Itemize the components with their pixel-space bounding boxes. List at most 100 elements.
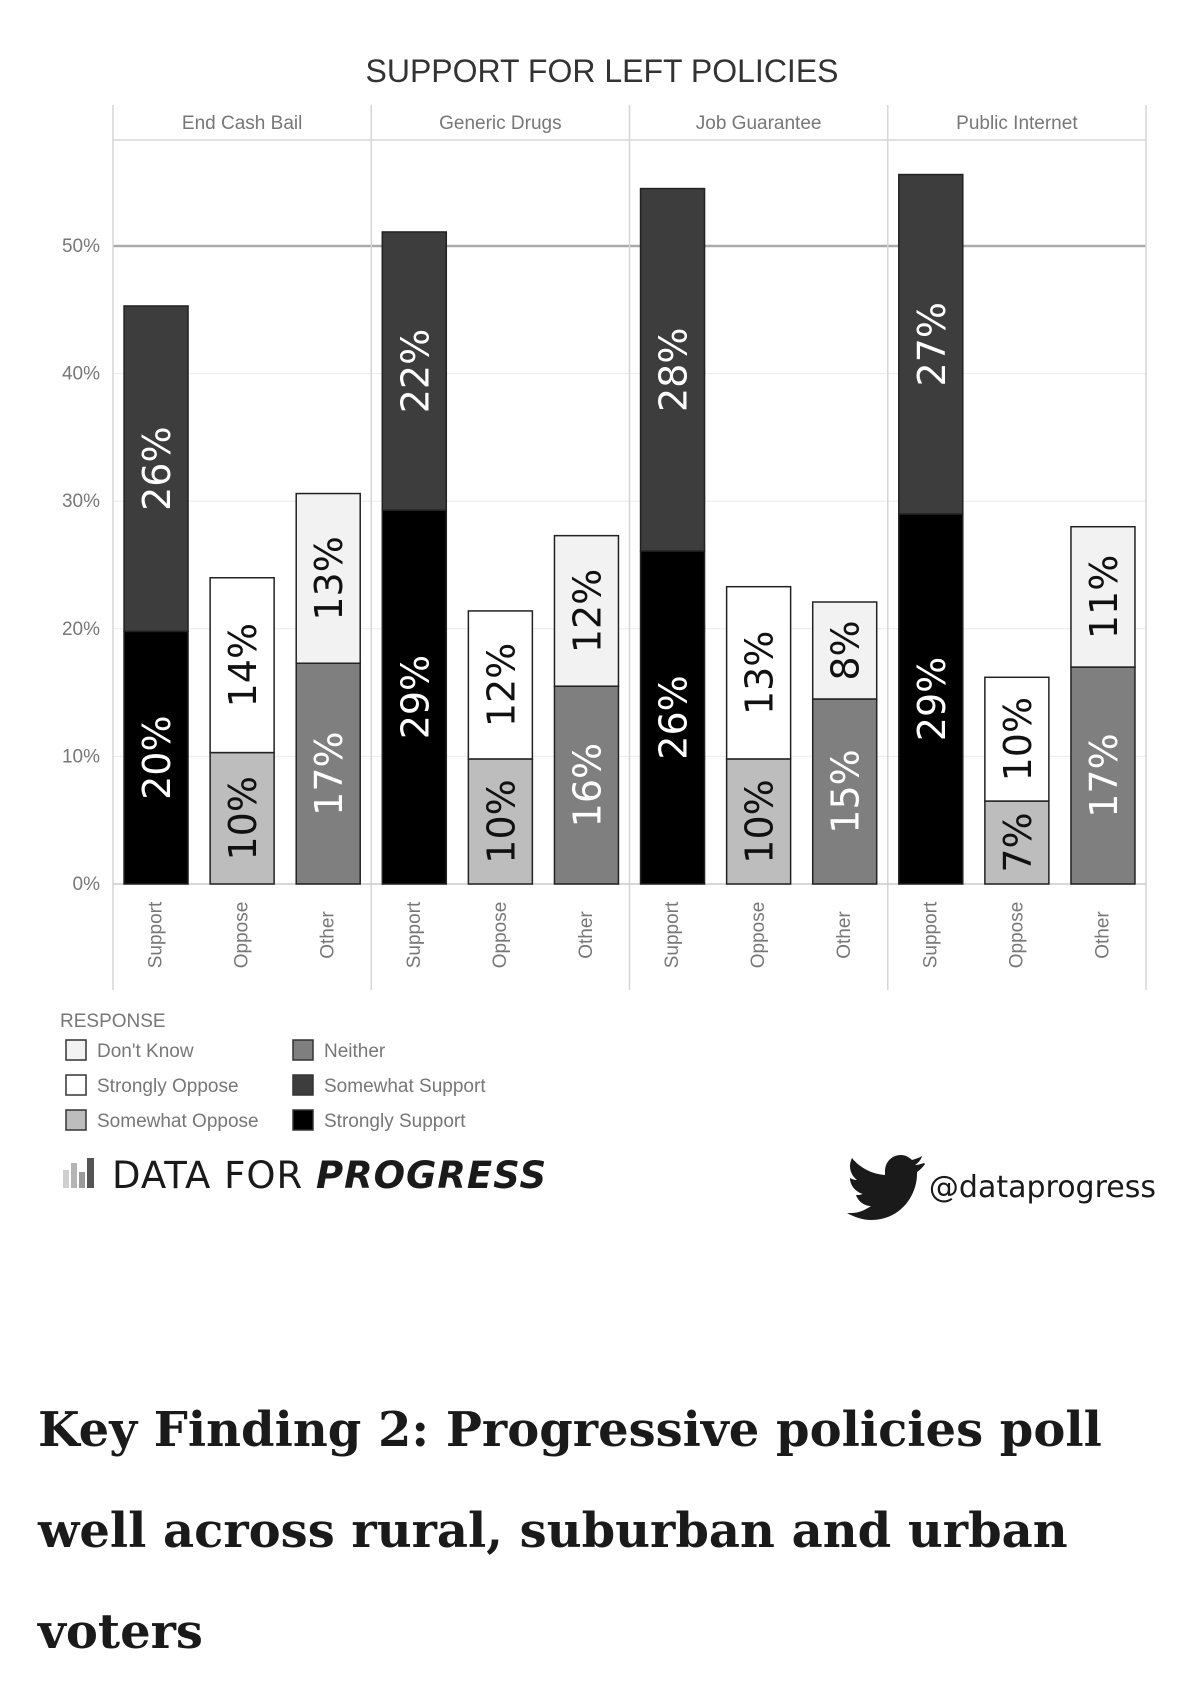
- legend-label: Strongly Oppose: [97, 1076, 239, 1097]
- bar-segment-somewhat-support: [123, 305, 189, 633]
- x-tick-label: Oppose: [232, 902, 253, 969]
- data-label: 17%: [1082, 733, 1126, 817]
- legend-label: Somewhat Support: [324, 1076, 486, 1097]
- x-tick-label: Other: [834, 911, 855, 959]
- bar-segment-dont-know: [553, 534, 620, 687]
- data-label: 12%: [479, 643, 523, 727]
- x-tick-label: Other: [576, 911, 597, 959]
- data-label: 26%: [135, 426, 179, 510]
- y-tick-label: 30%: [62, 491, 100, 512]
- legend-item: Strongly Support: [292, 1109, 466, 1132]
- legend-item: Somewhat Support: [292, 1074, 486, 1097]
- x-tick-label: Other: [1092, 911, 1113, 959]
- data-label: 8%: [824, 620, 868, 680]
- twitter-bird-icon: [847, 1155, 925, 1220]
- bar-segment-neither: [295, 662, 361, 885]
- bar-segment-somewhat-oppose: [209, 751, 275, 885]
- data-label: 15%: [824, 749, 868, 833]
- bar-segment-neither: [811, 698, 878, 885]
- legend-label: Strongly Support: [324, 1111, 466, 1132]
- bar-support: 26% 28%: [639, 187, 706, 885]
- data-label: 22%: [393, 329, 437, 413]
- y-tick-label: 0%: [73, 874, 101, 895]
- bar-segment-somewhat-oppose: [984, 800, 1050, 885]
- brand-logo: DATA FOR PROGRESS: [63, 1154, 547, 1197]
- y-tick-label: 10%: [62, 746, 100, 767]
- x-tick-label: Other: [318, 911, 339, 959]
- legend-swatch: [292, 1074, 314, 1096]
- twitter-handle: @dataprogress: [929, 1170, 1156, 1205]
- data-label: 13%: [738, 631, 782, 715]
- data-label: 13%: [307, 536, 351, 620]
- bar-oppose: 7% 10%: [984, 676, 1050, 885]
- legend-swatch: [292, 1039, 314, 1061]
- twitter-credit: @dataprogress: [847, 1155, 1156, 1220]
- legend-label: Neither: [324, 1041, 386, 1062]
- y-tick-label: 50%: [62, 236, 100, 257]
- x-tick-label: Support: [920, 901, 941, 968]
- chart: SUPPORT FOR LEFT POLICIES 0% 10% 20% 30% 40%…: [60, 53, 1156, 1220]
- legend-title: RESPONSE: [60, 1011, 166, 1032]
- data-label: 29%: [910, 657, 954, 741]
- bar-segment-somewhat-oppose: [725, 758, 792, 885]
- bar-other: 17% 11%: [1070, 525, 1136, 885]
- bar-oppose: 10% 12%: [467, 610, 534, 885]
- legend-swatch: [65, 1074, 87, 1096]
- bar-segment-dont-know: [811, 601, 878, 700]
- data-label: 10%: [479, 779, 523, 863]
- data-label: 10%: [221, 776, 265, 860]
- bar-segment-somewhat-support: [898, 173, 964, 515]
- data-label: 29%: [393, 655, 437, 739]
- data-label: 10%: [738, 779, 782, 863]
- bar-segment-strongly-oppose: [467, 610, 534, 760]
- svg-text:DATA FOR PROGRESS: DATA FOR PROGRESS: [112, 1154, 547, 1197]
- bar-other: 16% 12%: [553, 534, 620, 885]
- panel-header: Public Internet: [956, 113, 1078, 134]
- data-label: 26%: [652, 675, 696, 759]
- data-label: 12%: [565, 569, 609, 653]
- data-label: 28%: [652, 328, 696, 412]
- legend-item: Somewhat Oppose: [65, 1109, 259, 1132]
- bar-support: 29% 22%: [381, 231, 448, 885]
- y-tick-label: 20%: [62, 619, 100, 640]
- bar-segment-strongly-support: [381, 509, 448, 885]
- legend-item: Strongly Oppose: [65, 1074, 239, 1097]
- bar-segment-dont-know: [1070, 525, 1136, 668]
- bar-segment-strongly-support: [123, 630, 189, 885]
- key-finding-heading: Key Finding 2: Progressive policies poll…: [38, 1402, 1102, 1660]
- bar-other: 17% 13%: [295, 492, 361, 885]
- bar-segment-neither: [1070, 666, 1136, 885]
- data-label: 17%: [307, 731, 351, 815]
- x-tick-label: Oppose: [1006, 902, 1027, 969]
- x-tick-label: Support: [662, 901, 683, 968]
- bar-segment-somewhat-oppose: [467, 758, 534, 885]
- legend-swatch: [65, 1039, 87, 1061]
- logo-text-regular: DATA FOR: [112, 1154, 316, 1197]
- panel-header: Generic Drugs: [439, 113, 562, 134]
- legend-label: Somewhat Oppose: [97, 1111, 259, 1132]
- bar-other: 15% 8%: [811, 601, 878, 885]
- x-tick-label: Oppose: [490, 902, 511, 969]
- bar-support: 20% 26%: [123, 305, 189, 885]
- bar-oppose: 10% 14%: [209, 577, 275, 885]
- data-label: 10%: [996, 697, 1040, 781]
- data-label: 27%: [910, 302, 954, 386]
- bar-segment-somewhat-support: [639, 187, 706, 552]
- x-tick-label: Oppose: [748, 902, 769, 969]
- logo-text-bold: PROGRESS: [316, 1154, 547, 1197]
- data-label: 7%: [996, 812, 1040, 872]
- logo-bars-icon: [63, 1158, 94, 1188]
- x-tick-label: Support: [146, 901, 167, 968]
- data-label: 16%: [565, 743, 609, 827]
- legend-item: Neither: [292, 1039, 386, 1062]
- bar-segment-strongly-support: [639, 550, 706, 885]
- legend-label: Don't Know: [97, 1041, 194, 1062]
- bar-oppose: 10% 13%: [725, 585, 792, 885]
- legend-swatch: [292, 1109, 314, 1131]
- bar-segment-strongly-oppose: [209, 577, 275, 754]
- bar-segment-strongly-oppose: [984, 676, 1050, 802]
- chart-title: SUPPORT FOR LEFT POLICIES: [365, 53, 838, 89]
- panel-header: Job Guarantee: [696, 113, 822, 134]
- data-label: 11%: [1082, 555, 1126, 639]
- legend-item: Don't Know: [65, 1039, 194, 1062]
